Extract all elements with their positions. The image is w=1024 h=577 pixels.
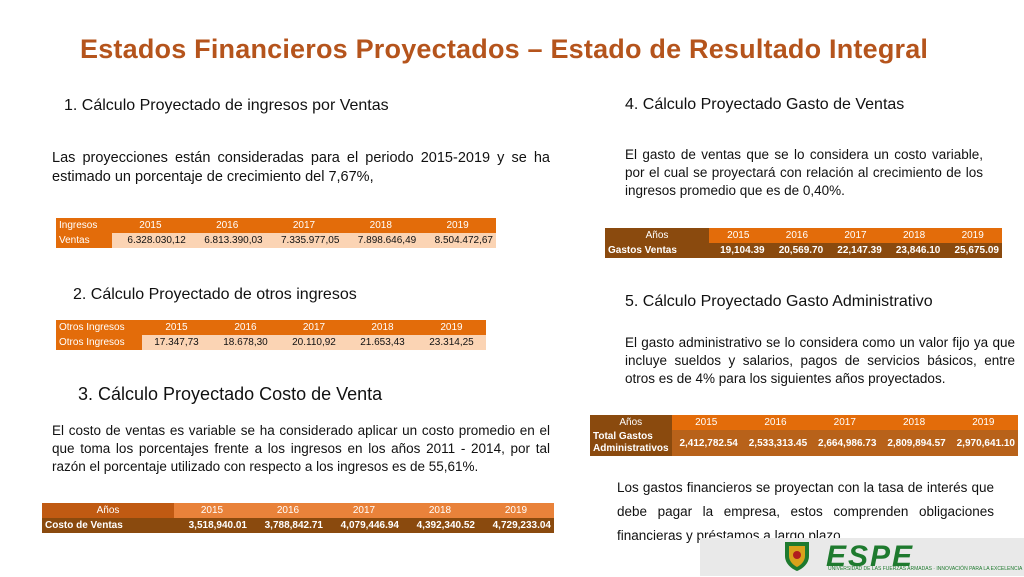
table-cell: 2,809,894.57	[879, 430, 949, 456]
row-label-line-1: Total Gastos	[593, 431, 653, 442]
section-3-heading: 3. Cálculo Proyectado Costo de Venta	[78, 384, 383, 404]
table-header-row: Ingresos 2015 2016 2017 2018 2019	[56, 218, 496, 233]
header-cell: Años	[42, 503, 174, 518]
table-row: Otros Ingresos 17.347,73 18.678,30 20.11…	[56, 335, 486, 350]
espe-logo: ESPE	[826, 540, 915, 573]
header-cell: 2019	[478, 503, 554, 518]
header-cell: 2016	[740, 415, 811, 430]
table-cell: 4,729,233.04	[478, 518, 554, 533]
header-cell: 2016	[188, 218, 266, 233]
header-cell: 2018	[879, 415, 949, 430]
table-header-row: Años 2015 2016 2017 2018 2019	[605, 228, 1002, 243]
header-cell: 2019	[943, 228, 1002, 243]
header-cell: Años	[590, 415, 672, 430]
table-cell: 17.347,73	[142, 335, 211, 350]
table-cell: 2,533,313.45	[740, 430, 811, 456]
table-cell: 2,970,641.10	[948, 430, 1018, 456]
section-4-heading: 4. Cálculo Proyectado Gasto de Ventas	[625, 96, 905, 113]
table-header-row: Otros Ingresos 2015 2016 2017 2018 2019	[56, 320, 486, 335]
table-cell: 19,104.39	[709, 243, 768, 258]
header-cell: 2015	[142, 320, 211, 335]
table-header-row: Años 2015 2016 2017 2018 2019	[590, 415, 1018, 430]
header-cell: 2017	[326, 503, 402, 518]
table-cell: 2,412,782.54	[671, 430, 741, 456]
row-label: Ventas	[56, 233, 112, 248]
table-cell: 6.328.030,12	[112, 233, 189, 248]
table-cell: 3,518,940.01	[174, 518, 250, 533]
header-cell: 2017	[826, 228, 885, 243]
table-cell: 8.504.472,67	[419, 233, 496, 248]
row-label: Costo de Ventas	[42, 518, 174, 533]
header-cell: Años	[605, 228, 709, 243]
espe-shield-icon	[782, 540, 812, 572]
table-header-row: Años 2015 2016 2017 2018 2019	[42, 503, 554, 518]
admin-expense-table: Años 2015 2016 2017 2018 2019 Total Gast…	[590, 415, 1018, 456]
footer-band	[700, 538, 1024, 576]
table-cell: 4,392,340.52	[402, 518, 478, 533]
cost-of-sales-table: Años 2015 2016 2017 2018 2019 Costo de V…	[42, 503, 554, 533]
sales-expense-table: Años 2015 2016 2017 2018 2019 Gastos Ven…	[605, 228, 1002, 258]
header-cell: 2019	[416, 320, 486, 335]
header-cell: 2016	[250, 503, 326, 518]
table-cell: 4,079,446.94	[326, 518, 402, 533]
section-6-paragraph: Los gastos financieros se proyectan con …	[617, 480, 994, 543]
section-1-paragraph: Las proyecciones están consideradas para…	[52, 150, 550, 185]
row-label: Gastos Ventas	[605, 243, 709, 258]
espe-logo-subtitle: UNIVERSIDAD DE LAS FUERZAS ARMADAS · INN…	[828, 566, 1023, 572]
header-cell: 2017	[810, 415, 880, 430]
header-cell: 2018	[347, 320, 417, 335]
header-cell: 2016	[211, 320, 280, 335]
section-5-paragraph: El gasto administrativo se lo considera …	[625, 335, 1015, 386]
other-income-table: Otros Ingresos 2015 2016 2017 2018 2019 …	[56, 320, 486, 350]
section-4-paragraph: El gasto de ventas que se lo considera u…	[625, 147, 983, 198]
table-row: Gastos Ventas 19,104.39 20,569.70 22,147…	[605, 243, 1002, 258]
table-cell: 7.898.646,49	[342, 233, 420, 248]
header-cell: 2019	[419, 218, 496, 233]
table-cell: 23,846.10	[884, 243, 944, 258]
table-cell: 22,147.39	[826, 243, 885, 258]
table-row: Total Gastos Administrativos 2,412,782.5…	[590, 430, 1018, 456]
header-cell: 2016	[767, 228, 827, 243]
table-cell: 20.110,92	[280, 335, 348, 350]
header-cell: 2017	[265, 218, 343, 233]
table-cell: 2,664,986.73	[810, 430, 880, 456]
header-cell: Ingresos	[56, 218, 112, 233]
table-cell: 21.653,43	[347, 335, 417, 350]
header-cell: 2018	[402, 503, 478, 518]
section-3-paragraph: El costo de ventas es variable se ha con…	[52, 423, 550, 474]
table-row: Ventas 6.328.030,12 6.813.390,03 7.335.9…	[56, 233, 496, 248]
header-cell: 2018	[884, 228, 944, 243]
header-cell: 2015	[671, 415, 741, 430]
slide-title: Estados Financieros Proyectados – Estado…	[80, 34, 929, 64]
header-cell: 2015	[709, 228, 768, 243]
row-label: Total Gastos Administrativos	[590, 430, 672, 456]
table-cell: 23.314,25	[416, 335, 486, 350]
row-label-line-2: Administrativos	[593, 443, 669, 454]
section-2-heading: 2. Cálculo Proyectado de otros ingresos	[73, 286, 357, 303]
table-cell: 25,675.09	[943, 243, 1002, 258]
header-cell: 2017	[280, 320, 348, 335]
section-5-heading: 5. Cálculo Proyectado Gasto Administrati…	[625, 293, 933, 310]
table-cell: 18.678,30	[211, 335, 280, 350]
section-1-heading: 1. Cálculo Proyectado de ingresos por Ve…	[64, 97, 389, 114]
row-label: Otros Ingresos	[56, 335, 142, 350]
table-cell: 20,569.70	[767, 243, 827, 258]
header-cell: 2015	[112, 218, 189, 233]
table-row: Costo de Ventas 3,518,940.01 3,788,842.7…	[42, 518, 554, 533]
header-cell: Otros Ingresos	[56, 320, 142, 335]
table-cell: 3,788,842.71	[250, 518, 326, 533]
header-cell: 2018	[342, 218, 420, 233]
header-cell: 2019	[948, 415, 1018, 430]
table-cell: 7.335.977,05	[265, 233, 343, 248]
table-cell: 6.813.390,03	[188, 233, 266, 248]
header-cell: 2015	[174, 503, 250, 518]
sales-table: Ingresos 2015 2016 2017 2018 2019 Ventas…	[56, 218, 496, 248]
